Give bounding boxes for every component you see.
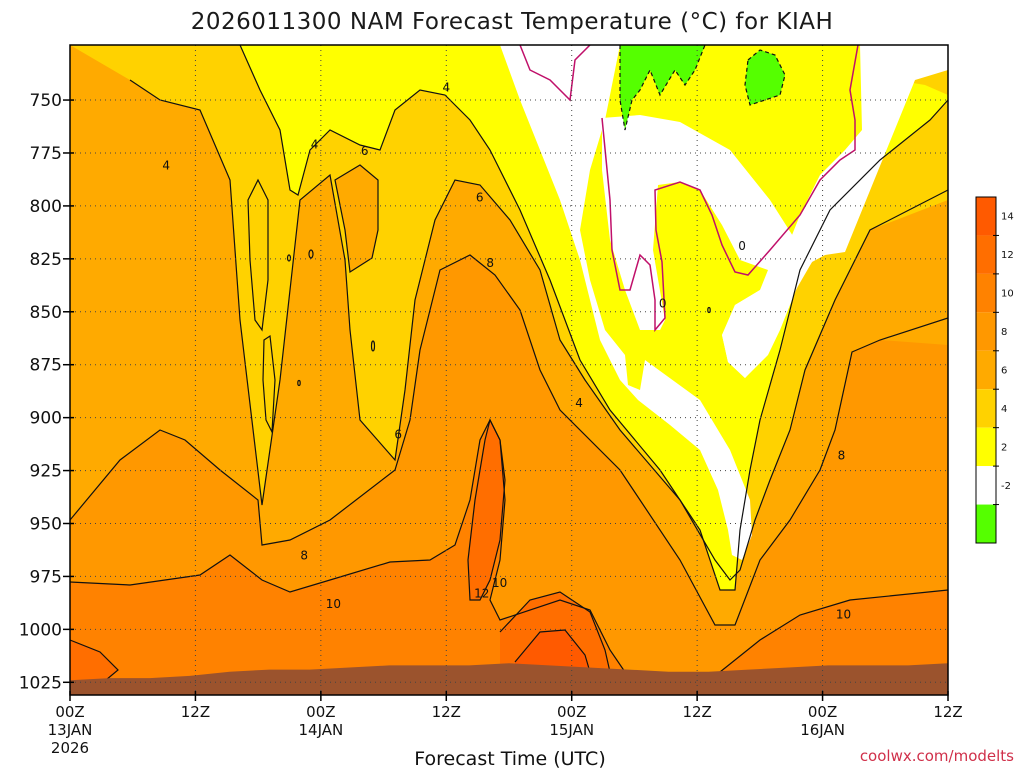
colorbar-border [975, 196, 997, 544]
x-tick-label: 12Z [432, 703, 461, 721]
y-tick-label: 775 [30, 144, 62, 164]
colorbar-label: 12 [1001, 250, 1014, 261]
colorbar: 14 12 10 8 6 4 2 -2 [975, 196, 1014, 544]
colorbar-bin [976, 504, 996, 543]
band-neg4-neg2 [620, 45, 705, 130]
contour-label: 0 [659, 296, 667, 310]
band-6-8 [335, 165, 378, 272]
colorbar-bin [976, 197, 996, 236]
band-neg2-2 [500, 45, 752, 560]
zero-degree-contours [519, 45, 859, 333]
x-tick-label: 00Z [557, 703, 586, 721]
band-4-6 [263, 336, 275, 432]
y-tick-label: 900 [30, 409, 62, 429]
x-tick-label: 00Z [808, 703, 837, 721]
colorbar-label: 6 [1001, 366, 1007, 377]
colorbar-bin [976, 350, 996, 390]
colorbar-bin [976, 273, 996, 313]
colorbar-label: -2 [1001, 481, 1011, 492]
contour-label: 8 [838, 449, 846, 463]
x-tick-label: 12Z [181, 703, 210, 721]
y-tick-label: 750 [30, 91, 62, 111]
x-tick-label: 00Z [55, 703, 84, 721]
colorbar-bin [976, 389, 996, 428]
x-tick-label: 12Z [933, 703, 962, 721]
colorbar-label: 8 [1001, 327, 1007, 338]
plot-border [69, 44, 949, 696]
band-neg4-neg2 [745, 50, 785, 105]
y-tick-label: 1025 [19, 673, 62, 693]
chart-title: 2026011300 NAM Forecast Temperature (°C)… [191, 9, 834, 35]
contour-label: 4 [311, 138, 319, 152]
colorbar-label: 14 [1001, 212, 1014, 223]
y-tick-label: 925 [30, 462, 62, 482]
x-tick-label: 14JAN [298, 721, 343, 739]
y-tick-label: 875 [30, 356, 62, 376]
colorbar-label: 2 [1001, 442, 1007, 453]
contour-label: 6 [361, 144, 369, 158]
contour-label: 4 [575, 396, 583, 410]
plot-area [70, 45, 948, 695]
x-tick-label: 15JAN [549, 721, 594, 739]
colorbar-bin [976, 312, 996, 351]
x-axis-label: Forecast Time (UTC) [414, 748, 605, 768]
contour-label: 10 [492, 576, 507, 590]
contour-label: 0 [738, 239, 746, 253]
x-tick-label: 13JAN [48, 721, 93, 739]
colorbar-label: 10 [1001, 289, 1014, 300]
contour-label: 8 [486, 256, 494, 270]
y-tick-label: 975 [30, 567, 62, 587]
y-axis: 750 775 800 825 850 875 900 925 950 975 1000 1025 [19, 91, 74, 693]
credit-link[interactable]: coolwx.com/modelts [860, 747, 1014, 765]
y-tick-label: 1000 [19, 620, 62, 640]
colorbar-bin [976, 235, 996, 274]
colorbar-label: 4 [1001, 404, 1007, 415]
contour-label: 10 [326, 597, 341, 611]
y-tick-label: 950 [30, 515, 62, 535]
x-tick-label: 2026 [51, 739, 89, 757]
contour-lines [70, 45, 948, 686]
contour-label: 4 [442, 80, 450, 94]
band-2-4 [240, 45, 948, 590]
contour-label: 10 [836, 608, 851, 622]
x-tick-label: 16JAN [800, 721, 845, 739]
band-10-12 [70, 420, 948, 695]
colorbar-bin [976, 427, 996, 467]
contour-label: 12 [474, 586, 489, 600]
band-12-14 [70, 640, 118, 690]
y-tick-label: 850 [30, 303, 62, 323]
contour-label: 4 [162, 159, 170, 173]
ground-terrain [70, 663, 948, 695]
x-tick-label: 12Z [682, 703, 711, 721]
band-neg2-2 [500, 45, 948, 378]
colorbar-bin [976, 466, 996, 505]
contour-label: 8 [300, 548, 308, 562]
y-tick-label: 825 [30, 250, 62, 270]
contour-label: 6 [394, 428, 402, 442]
y-tick-label: 800 [30, 197, 62, 217]
contour-label: 6 [476, 190, 484, 204]
x-tick-label: 00Z [306, 703, 335, 721]
